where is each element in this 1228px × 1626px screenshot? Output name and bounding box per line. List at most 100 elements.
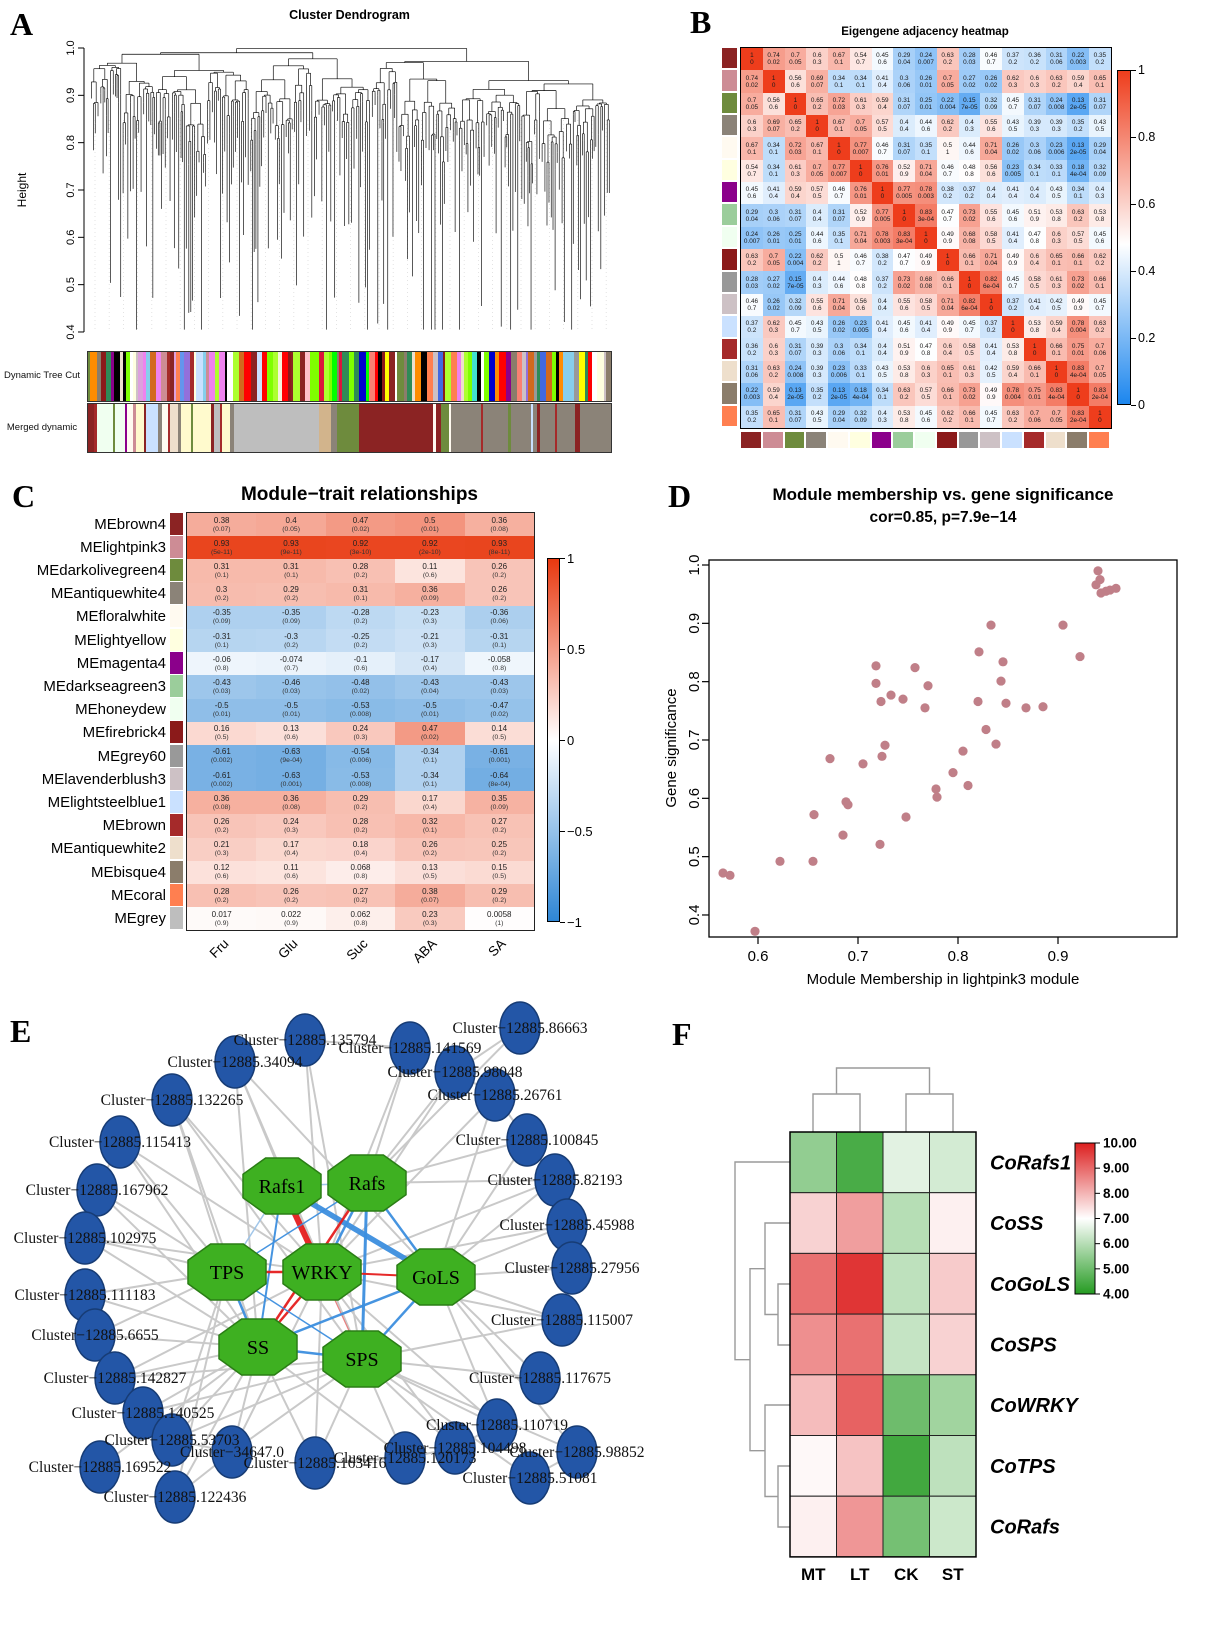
adjacency-cell: 0.31 0.07: [784, 204, 807, 227]
adjacency-value: 0.4: [877, 327, 887, 335]
dynamic-module-stripe: [257, 352, 262, 401]
adjacency-value: 0.8: [856, 282, 866, 290]
adjacency-value: 0.9: [1030, 215, 1040, 223]
adjacency-value: 0.02: [963, 394, 976, 402]
module-trait-cell: 0.23 (0.3): [395, 907, 465, 931]
cluster-label: Cluster−12885.117675: [469, 1370, 611, 1387]
adjacency-value: 0.6: [834, 282, 844, 290]
adjacency-cell: 0.7 0.05: [849, 115, 872, 138]
module-trait-value: 0.47: [422, 724, 438, 734]
adjacency-value: 0.1: [747, 148, 757, 156]
module-trait-cell: -0.61 (0.002): [187, 744, 257, 769]
module-trait-value: -0.21: [420, 631, 439, 641]
module-color-magenta4: [721, 181, 738, 204]
module-trait-value: (3e-10): [349, 548, 372, 556]
dynamic-module-stripe: [224, 352, 228, 401]
adjacency-value: 0.2: [1008, 59, 1018, 67]
module-trait-value: 0.31: [352, 585, 369, 595]
module-trait-cell: -0.35 (0.09): [187, 605, 257, 629]
module-trait-value: (0.05): [282, 525, 300, 533]
cluster-node: [284, 1013, 326, 1067]
adjacency-value: 0.76: [876, 163, 889, 171]
row-swatch-MEdarkolivegreen4: [170, 558, 183, 582]
adjacency-value: 1: [945, 148, 950, 156]
adjacency-value: 0.4: [877, 342, 887, 350]
adjacency-value: 0.24: [745, 230, 759, 238]
adjacency-cell: 0.43 0.5: [806, 405, 828, 428]
module-trait-value: 0.29: [491, 886, 508, 896]
adjacency-value: 0.04: [984, 148, 998, 156]
adjacency-value: 0.05: [854, 126, 867, 134]
module-trait-value: (0.8): [214, 664, 229, 672]
module-trait-cell: 0.28 (0.2): [187, 884, 257, 908]
adjacency-cell: 0.6 0.4: [1023, 249, 1046, 272]
module-trait-value: 0.29: [283, 585, 299, 595]
adjacency-value: 0.007: [830, 170, 847, 178]
adjacency-cell: 0.65 0.2: [806, 92, 828, 116]
scatter-point: [1021, 703, 1031, 713]
adjacency-cell: 0.53 0.8: [1023, 316, 1046, 339]
adjacency-cell: 0.51 0.9: [893, 338, 915, 361]
row-swatch-MEfirebrick4: [170, 721, 183, 744]
adjacency-value: 0.01: [789, 237, 802, 245]
module-color-row-strip: [721, 47, 738, 427]
adjacency-value: 0.1: [1030, 170, 1040, 178]
adjacency-cell: 0.67 0.1: [828, 115, 850, 138]
colorbar-tick-label: 0.6: [1138, 197, 1156, 211]
cluster-node: [434, 1421, 476, 1475]
scatter-point: [843, 800, 853, 810]
adjacency-value: 0.07: [897, 148, 911, 156]
adjacency-value: 0.3: [812, 349, 822, 357]
module-trait-value: 0.28: [213, 886, 230, 896]
adjacency-value: 0.69: [767, 119, 780, 127]
expression-cell: [836, 1374, 884, 1436]
adjacency-value: 0.02: [897, 282, 911, 290]
adjacency-value: 0.26: [832, 320, 846, 328]
adjacency-value: 0.59: [1050, 320, 1063, 328]
adjacency-value: 0.24: [919, 52, 933, 60]
adjacency-cell: 0.23 0.006: [1045, 137, 1068, 160]
adjacency-value: 0.6: [790, 81, 800, 89]
adjacency-value: 0.03: [789, 148, 802, 156]
expression-cell: [882, 1192, 930, 1254]
adjacency-value: 3e-04: [895, 237, 913, 245]
scatter-point: [750, 926, 760, 936]
cluster-label: Cluster−12885.115413: [49, 1134, 191, 1151]
dynamic-module-stripe: [315, 352, 319, 401]
module-trait-cell: 0.29 (0.2): [464, 884, 534, 908]
adjacency-value: 0.04: [1093, 148, 1107, 156]
adjacency-cell: 0.4 0.4: [980, 182, 1002, 205]
adjacency-cell: 0.63 0.2: [741, 249, 763, 272]
adjacency-value: 0.44: [963, 141, 976, 149]
module-trait-value: 0.21: [213, 840, 230, 850]
adjacency-value: 0.35: [919, 141, 933, 149]
adjacency-value: 0.46: [832, 186, 846, 194]
module-trait-cell: -0.23 (0.3): [395, 605, 465, 629]
adjacency-value: 0.5: [1051, 193, 1061, 201]
expression-cell: [882, 1131, 930, 1194]
adjacency-value: 0.39: [1050, 119, 1063, 127]
adjacency-cell: 0.45 0.6: [871, 48, 894, 71]
colorbar-tick: [1131, 203, 1136, 205]
adjacency-value: 0.6: [1051, 230, 1061, 238]
adjacency-value: 0.1: [856, 81, 866, 89]
cluster-edge: [321, 1094, 496, 1273]
adjacency-cell: 0.33 0.1: [1045, 159, 1068, 183]
adjacency-value: 0.67: [745, 141, 759, 149]
module-trait-value: (0.4): [422, 803, 437, 811]
adjacency-cell: 0.32 0.09: [784, 293, 807, 317]
adjacency-value: 0.05: [810, 170, 824, 178]
adjacency-value: 0.06: [1050, 59, 1063, 67]
merged-module-block: [170, 404, 178, 452]
dynamic-module-stripe: [358, 352, 366, 401]
module-trait-cell: -0.61 (0.001): [464, 744, 534, 769]
scatter-point: [858, 759, 868, 769]
dynamic-module-stripe: [105, 352, 111, 401]
dynamic-module-stripe: [138, 352, 144, 401]
adjacency-value: 0.7: [1008, 103, 1018, 111]
adjacency-cell: 0.7 0.05: [741, 92, 763, 116]
adjacency-value: 0.39: [810, 364, 824, 372]
